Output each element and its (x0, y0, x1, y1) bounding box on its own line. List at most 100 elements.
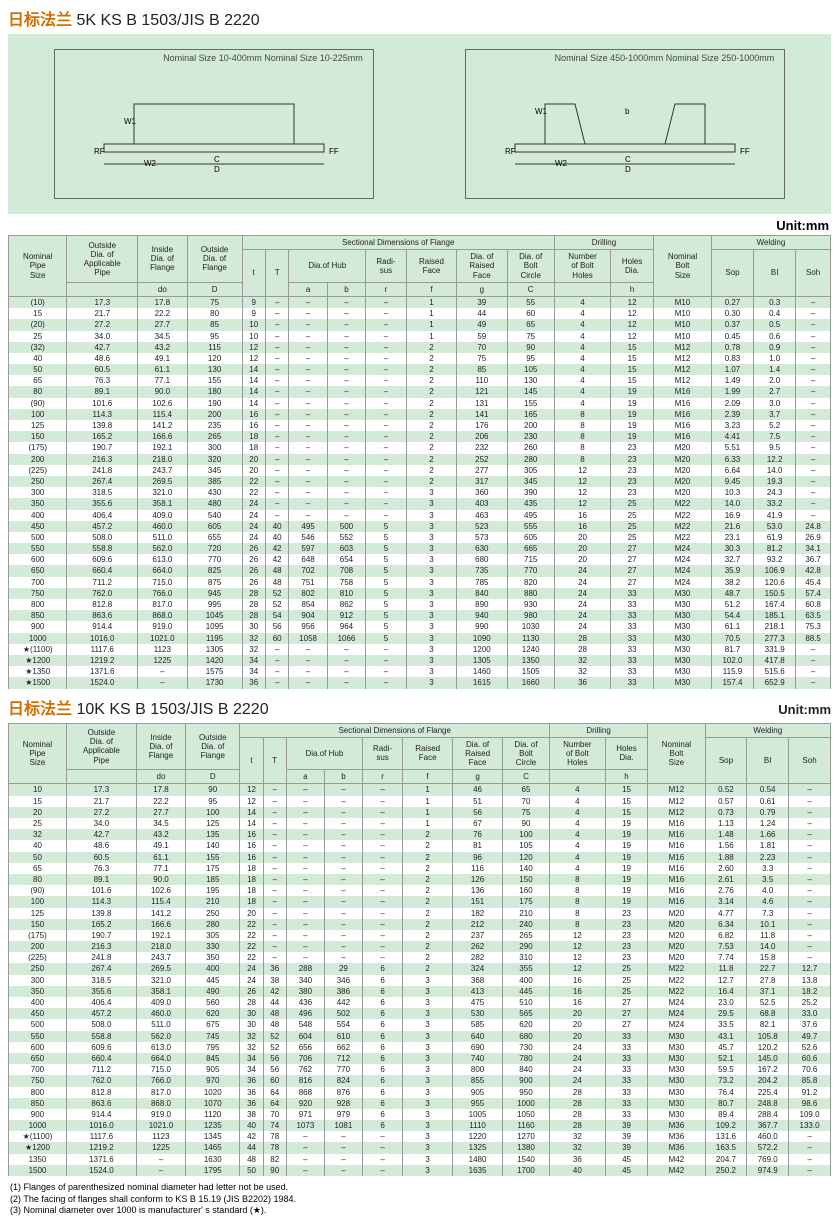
table-row: 5060.561.115516––––296120419M161.882.23– (9, 852, 831, 863)
table-row: 200216.3218.032020––––2252280823M206.331… (9, 454, 831, 465)
table-row: 125139.8141.225020––––2182210823M204.777… (9, 908, 831, 919)
svg-text:FF: FF (329, 147, 339, 156)
table-row: 450457.2460.06052440495500535235551625M2… (9, 521, 831, 532)
table-row: 6576.377.117518––––2116140419M162.603.3– (9, 863, 831, 874)
table-row: 900914.4919.0109530569569645399010302433… (9, 621, 831, 632)
table-row: (90)101.6102.619518––––2136160819M162.76… (9, 885, 831, 896)
table-row: 700711.2715.09053456762770638008402433M3… (9, 1064, 831, 1075)
table-row: (175)190.7192.130522––––22372651223M206.… (9, 930, 831, 941)
table-row: 350355.6358.14902642380386634134451625M2… (9, 986, 831, 997)
table-5k-body: (10)17.317.8759––––13955412M100.270.3–15… (9, 296, 831, 688)
table-row: 900914.4919.0112038709719796310051050283… (9, 1109, 831, 1120)
flange-diagram-1: Nominal Size 10-400mm Nominal Size 10-22… (54, 49, 374, 199)
table-row: 125139.8141.223516––––2176200819M163.235… (9, 420, 831, 431)
title-main: 日标法兰 (8, 12, 72, 29)
table-row: 550558.8562.07453252604610636406802033M3… (9, 1031, 831, 1042)
table-5k: NominalPipeSizeOutsideDia. ofApplicableP… (8, 235, 831, 689)
svg-text:RF: RF (94, 147, 105, 156)
note-2: (2) The facing of flanges shall conform … (10, 1194, 829, 1206)
table-row: ★15001524.0–173036––––3161516603633M3015… (9, 677, 831, 688)
table-row: 750762.0766.09703660816824638559002433M3… (9, 1075, 831, 1086)
table-row: 350355.6358.148024––––34034351225M2214.0… (9, 498, 831, 509)
table-row: (225)241.8243.734520––––22773051223M206.… (9, 465, 831, 476)
table-row: 10001016.01021.0123540741073108163111011… (9, 1120, 831, 1131)
title-main-10k: 日标法兰 (8, 701, 72, 718)
table-row: (32)42.743.211512––––27090415M120.780.9– (9, 342, 831, 353)
diagram2-caption: Nominal Size 450-1000mm Nominal Size 250… (555, 54, 775, 64)
table-row: 300318.5321.04452438340346633684001625M2… (9, 975, 831, 986)
table-row: 2534.034.59510––––15975412M100.450.6– (9, 331, 831, 342)
table-row: ★(1100)1117.6112313454278–––312201270323… (9, 1131, 831, 1142)
table-row: ★12001219.21225142034––––3130513503233M3… (9, 655, 831, 666)
table-row: 2027.227.710014––––15675415M120.730.79– (9, 807, 831, 818)
table-row: 200216.3218.033022––––22622901223M207.53… (9, 941, 831, 952)
svg-text:W2: W2 (144, 159, 157, 168)
table-row: 250267.4269.5400243628829623243551225M22… (9, 963, 831, 974)
table-row: 250267.4269.538522––––23173451223M209.45… (9, 476, 831, 487)
title-5k: 日标法兰 5K KS B 1503/JIS B 2220 (0, 0, 839, 34)
table-10k-body: 1017.317.89012––––14665415M120.520.54–15… (9, 784, 831, 1176)
table-row: 3242.743.213516––––276100419M161.481.66– (9, 829, 831, 840)
svg-text:C: C (625, 155, 631, 164)
table-10k-header: NominalPipeSizeOutsideDia. ofApplicableP… (9, 723, 831, 784)
table-row: 650660.4664.08252648702708537357702427M2… (9, 565, 831, 576)
table-row: ★12001219.2122514654478–––3132513803239M… (9, 1142, 831, 1153)
table-row: 15001524.0–17955090–––3163517004045M4225… (9, 1165, 831, 1176)
diagram-area: Nominal Size 10-400mm Nominal Size 10-22… (8, 34, 831, 214)
table-row: ★13501371.6–157534––––3146015053233M3011… (9, 666, 831, 677)
table-row: 1521.722.2809––––14460412M100.300.4– (9, 308, 831, 319)
svg-text:W2: W2 (555, 159, 568, 168)
svg-text:D: D (625, 165, 631, 174)
table-row: 500508.0511.06552440546552535736052025M2… (9, 532, 831, 543)
table-row: (225)241.8243.735022––––22823101223M207.… (9, 952, 831, 963)
footnotes: (1) Flanges of parenthesized nominal dia… (0, 1176, 839, 1223)
table-row: 6576.377.115514––––2110130415M121.492.0– (9, 375, 831, 386)
table-row: 13501371.6–16304882–––3148015403645M4220… (9, 1154, 831, 1165)
note-3: (3) Nominal diameter over 1000 is manufa… (10, 1205, 829, 1217)
title-sub-5k: 5K KS B 1503/JIS B 2220 (76, 12, 259, 29)
svg-text:D: D (214, 165, 220, 174)
table-row: (10)17.317.8759––––13955412M100.270.3– (9, 296, 831, 308)
table-row: 400406.4409.054024––––34634951625M2216.9… (9, 510, 831, 521)
svg-text:FF: FF (740, 147, 750, 156)
table-row: 8089.190.018518––––2126150819M162.613.5– (9, 874, 831, 885)
table-row: 4048.649.114016––––281105419M161.561.81– (9, 840, 831, 851)
table-row: 1521.722.29512––––15170415M120.570.61– (9, 796, 831, 807)
table-row: 2534.034.512514––––16790419M161.131.24– (9, 818, 831, 829)
table-row: 100114.3115.421018––––2151175819M163.144… (9, 896, 831, 907)
table-row: 100114.3115.420016––––2141165819M162.393… (9, 409, 831, 420)
table-row: 600609.6613.07953252656662636907302433M3… (9, 1042, 831, 1053)
table-row: 4048.649.112012––––27595415M120.831.0– (9, 353, 831, 364)
svg-text:W1: W1 (535, 107, 548, 116)
svg-text:RF: RF (505, 147, 516, 156)
table-row: 650660.4664.08453456706712637407802433M3… (9, 1053, 831, 1064)
table-row: 600609.6613.07702642648654536807152027M2… (9, 554, 831, 565)
table-row: ★(1100)1117.61123130532––––3120012402833… (9, 644, 831, 655)
table-row: 700711.2715.08752648751758537858202427M2… (9, 577, 831, 588)
table-row: 800812.8817.09952852854862538909302433M3… (9, 599, 831, 610)
table-row: (175)190.7192.130018––––2232260823M205.5… (9, 442, 831, 453)
table-row: 500508.0511.06753048548554635856202027M2… (9, 1019, 831, 1030)
table-row: 750762.0766.09452852802810538408802433M3… (9, 588, 831, 599)
svg-text:C: C (214, 155, 220, 164)
diagram1-caption: Nominal Size 10-400mm Nominal Size 10-22… (163, 54, 363, 64)
title-10k: 日标法兰 10K KS B 1503/JIS B 2220 Unit:mm (0, 689, 839, 723)
svg-text:b: b (625, 107, 630, 116)
table-row: 800812.8817.010203664868876639059502833M… (9, 1087, 831, 1098)
table-row: 850863.6868.0107036649209286395510002833… (9, 1098, 831, 1109)
table-row: 400406.4409.05602844436442634755101627M2… (9, 997, 831, 1008)
title-sub-10k: 10K KS B 1503/JIS B 2220 (76, 701, 268, 718)
table-row: 1017.317.89012––––14665415M120.520.54– (9, 784, 831, 796)
table-row: 300318.5321.043022––––33603901223M2010.3… (9, 487, 831, 498)
table-row: 8089.190.018014––––2121145419M161.992.7– (9, 386, 831, 397)
table-5k-header: NominalPipeSizeOutsideDia. ofApplicableP… (9, 236, 831, 297)
table-row: 10001016.01021.0119532601058106653109011… (9, 633, 831, 644)
table-row: 150165.2166.628022––––2212240823M206.341… (9, 919, 831, 930)
note-1: (1) Flanges of parenthesized nominal dia… (10, 1182, 829, 1194)
table-10k: NominalPipeSizeOutsideDia. ofApplicableP… (8, 723, 831, 1177)
table-row: (90)101.6102.619014––––2131155419M162.09… (9, 398, 831, 409)
table-row: 550558.8562.07202642597603536306652027M2… (9, 543, 831, 554)
flange-diagram-2: Nominal Size 450-1000mm Nominal Size 250… (465, 49, 785, 199)
table-row: 150165.2166.626518––––2206230819M164.417… (9, 431, 831, 442)
svg-text:W1: W1 (124, 117, 137, 126)
